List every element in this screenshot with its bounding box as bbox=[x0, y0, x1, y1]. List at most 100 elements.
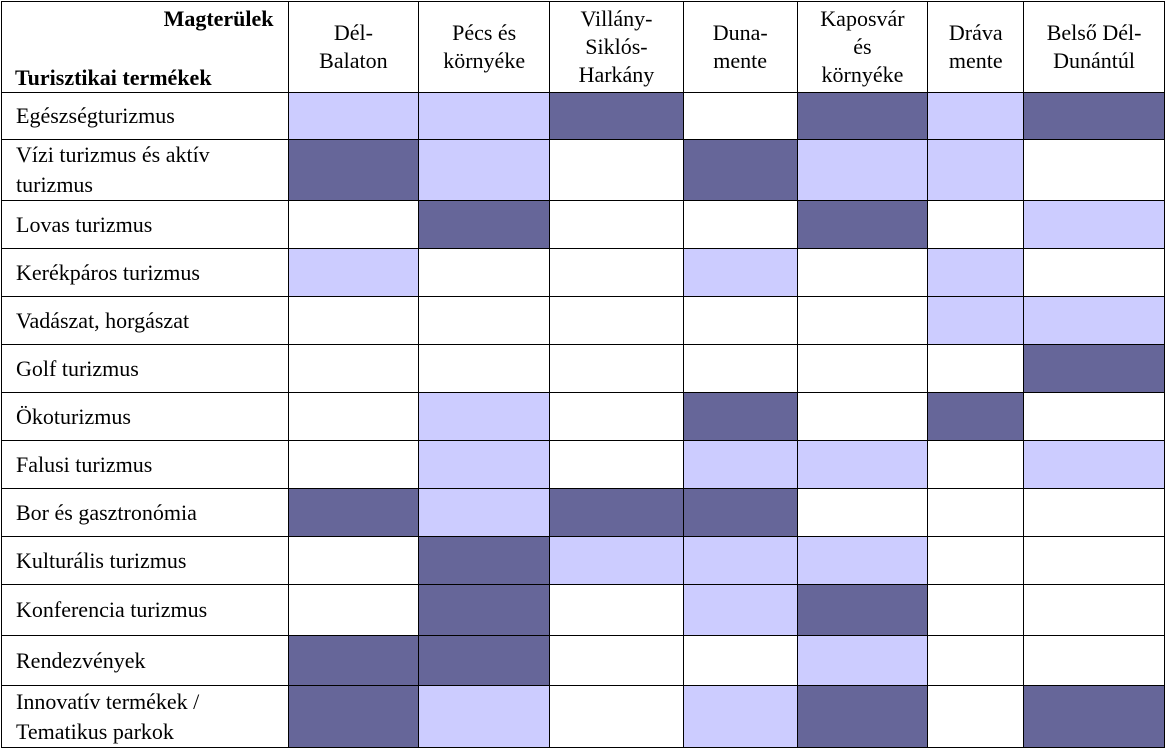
column-header-kaposvar: Kaposvár és környéke bbox=[796, 1, 929, 93]
row-label: Egészségturizmus bbox=[1, 92, 289, 140]
matrix-cell bbox=[1023, 584, 1165, 636]
column-header-drava-mente: Dráva mente bbox=[927, 1, 1025, 93]
matrix-cell bbox=[927, 139, 1025, 201]
matrix-cell bbox=[418, 440, 551, 489]
matrix-cell bbox=[418, 248, 551, 297]
row-label: Bor és gasztronómia bbox=[1, 488, 289, 537]
region-axis-label: Magterülek bbox=[163, 6, 274, 31]
row-label: Golf turizmus bbox=[1, 344, 289, 393]
matrix-cell bbox=[927, 296, 1025, 345]
matrix-cell bbox=[549, 392, 684, 441]
matrix-cell bbox=[549, 685, 684, 748]
matrix-cell bbox=[418, 92, 551, 140]
matrix-cell bbox=[682, 139, 798, 201]
row-label: Ökoturizmus bbox=[1, 392, 289, 441]
column-header-dunamente: Duna- mente bbox=[682, 1, 798, 93]
matrix-cell bbox=[796, 440, 929, 489]
matrix-cell bbox=[549, 584, 684, 636]
matrix-cell bbox=[287, 139, 420, 201]
header-row: Magterülek Turisztikai termékek Dél- Bal… bbox=[1, 1, 1165, 93]
column-header-villany-siklos-harkany: Villány- Siklós- Harkány bbox=[549, 1, 684, 93]
matrix-cell bbox=[418, 536, 551, 585]
matrix-cell bbox=[796, 248, 929, 297]
matrix-cell bbox=[418, 139, 551, 201]
matrix-cell bbox=[682, 685, 798, 748]
matrix-cell bbox=[682, 536, 798, 585]
matrix-cell bbox=[1023, 392, 1165, 441]
matrix-cell bbox=[682, 248, 798, 297]
matrix-cell bbox=[796, 200, 929, 249]
matrix-cell bbox=[796, 92, 929, 140]
matrix-cell bbox=[1023, 488, 1165, 537]
matrix-cell bbox=[549, 635, 684, 686]
matrix-cell bbox=[1023, 344, 1165, 393]
matrix-cell bbox=[287, 584, 420, 636]
matrix-cell bbox=[418, 635, 551, 686]
table-row: Innovatív termékek / Tematikus parkok bbox=[1, 685, 1165, 748]
matrix-cell bbox=[682, 635, 798, 686]
row-label: Kerékpáros turizmus bbox=[1, 248, 289, 297]
matrix-cell bbox=[796, 685, 929, 748]
matrix-cell bbox=[287, 536, 420, 585]
product-axis-label: Turisztikai termékek bbox=[15, 65, 212, 90]
matrix-cell bbox=[1023, 200, 1165, 249]
matrix-cell bbox=[927, 344, 1025, 393]
matrix-cell bbox=[1023, 685, 1165, 748]
matrix-cell bbox=[287, 392, 420, 441]
matrix-cell bbox=[1023, 635, 1165, 686]
matrix-cell bbox=[682, 92, 798, 140]
matrix-cell bbox=[927, 200, 1025, 249]
row-label: Falusi turizmus bbox=[1, 440, 289, 489]
matrix-cell bbox=[418, 584, 551, 636]
matrix-cell bbox=[682, 440, 798, 489]
table-row: Vízi turizmus és aktív turizmus bbox=[1, 139, 1165, 201]
matrix-cell bbox=[549, 248, 684, 297]
matrix-cell bbox=[927, 536, 1025, 585]
table-row: Falusi turizmus bbox=[1, 440, 1165, 489]
header-corner-cell: Magterülek Turisztikai termékek bbox=[1, 1, 289, 93]
matrix-cell bbox=[1023, 536, 1165, 585]
matrix-cell bbox=[927, 685, 1025, 748]
matrix-cell bbox=[682, 200, 798, 249]
row-label: Konferencia turizmus bbox=[1, 584, 289, 636]
column-header-pecs: Pécs és környéke bbox=[418, 1, 551, 93]
matrix-cell bbox=[549, 92, 684, 140]
matrix-cell bbox=[287, 92, 420, 140]
matrix-cell bbox=[796, 488, 929, 537]
matrix-cell bbox=[418, 392, 551, 441]
matrix-cell bbox=[682, 344, 798, 393]
matrix-cell bbox=[682, 584, 798, 636]
matrix-cell bbox=[796, 392, 929, 441]
table-row: Bor és gasztronómia bbox=[1, 488, 1165, 537]
matrix-cell bbox=[287, 344, 420, 393]
matrix-cell bbox=[287, 440, 420, 489]
matrix-cell bbox=[927, 392, 1025, 441]
matrix-cell bbox=[287, 685, 420, 748]
matrix-cell bbox=[418, 344, 551, 393]
matrix-cell bbox=[796, 584, 929, 636]
row-label: Vízi turizmus és aktív turizmus bbox=[1, 139, 289, 201]
matrix-cell bbox=[1023, 248, 1165, 297]
matrix-cell bbox=[796, 536, 929, 585]
matrix-cell bbox=[796, 139, 929, 201]
matrix-cell bbox=[549, 200, 684, 249]
matrix-cell bbox=[418, 200, 551, 249]
matrix-cell bbox=[796, 635, 929, 686]
matrix-cell bbox=[927, 584, 1025, 636]
matrix-cell bbox=[927, 635, 1025, 686]
matrix-cell bbox=[1023, 296, 1165, 345]
matrix-cell bbox=[927, 92, 1025, 140]
matrix-cell bbox=[418, 685, 551, 748]
matrix-cell bbox=[682, 392, 798, 441]
matrix-cell bbox=[1023, 139, 1165, 201]
matrix-cell bbox=[418, 296, 551, 345]
matrix-cell bbox=[1023, 440, 1165, 489]
matrix-cell bbox=[549, 440, 684, 489]
table-row: Egészségturizmus bbox=[1, 92, 1165, 140]
matrix-cell bbox=[927, 248, 1025, 297]
table-row: Kulturális turizmus bbox=[1, 536, 1165, 585]
table-row: Ökoturizmus bbox=[1, 392, 1165, 441]
table-row: Vadászat, horgászat bbox=[1, 296, 1165, 345]
row-label: Vadászat, horgászat bbox=[1, 296, 289, 345]
